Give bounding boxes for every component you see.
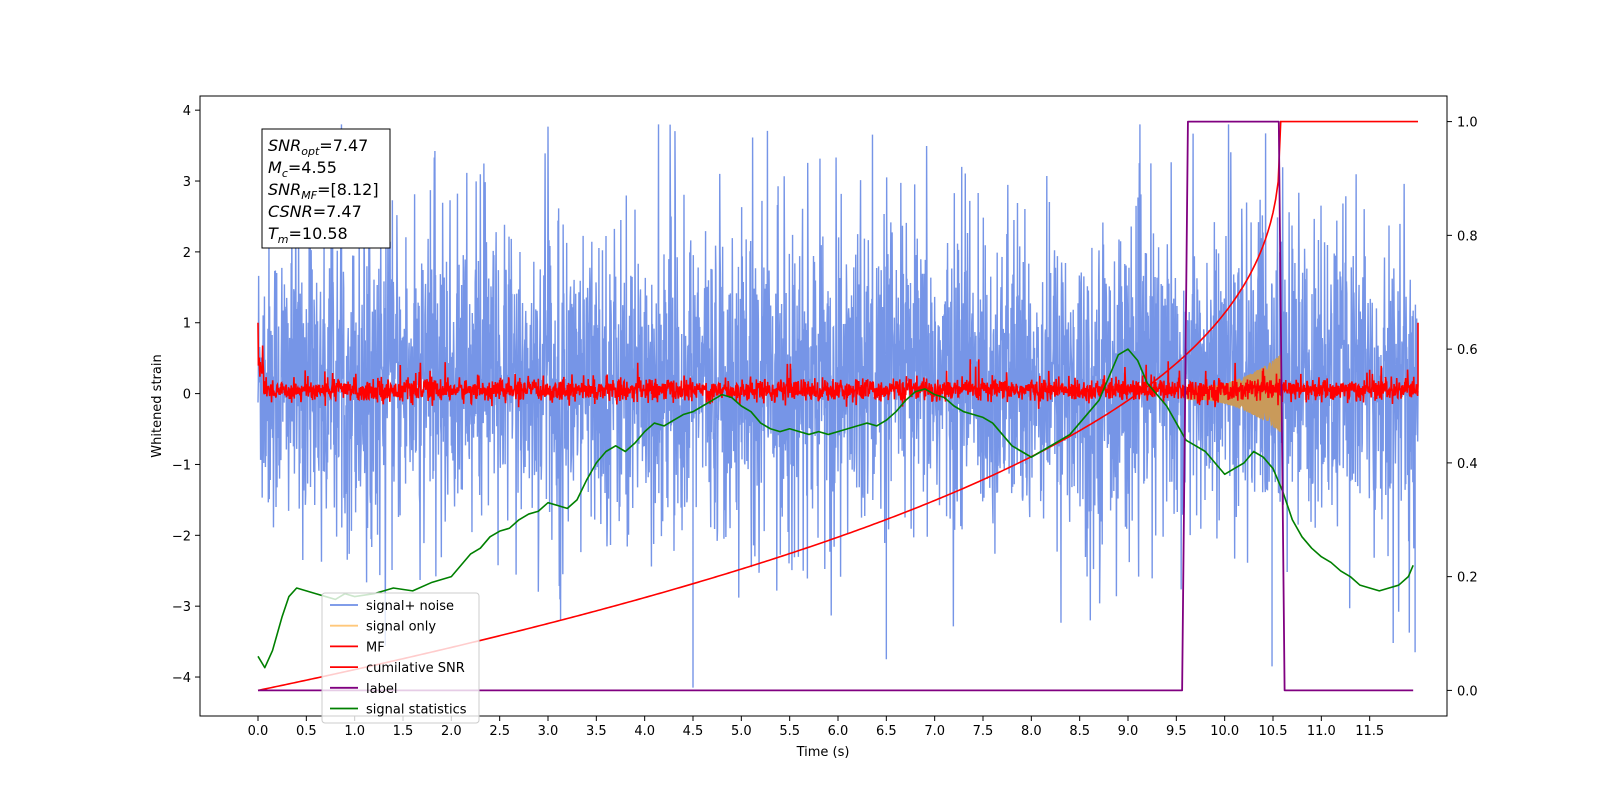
y-axis-left: −4 −3 −2 −1 0 1 2 3 4 — [172, 104, 200, 686]
x-tick-label: 11.0 — [1307, 724, 1336, 739]
x-tick-label: 5.0 — [731, 724, 752, 739]
legend-frame — [321, 592, 480, 724]
y-right-tick-label: 0.2 — [1457, 571, 1478, 586]
series-mf — [257, 322, 1419, 409]
legend-label-cumilative-snr: cumilative SNR — [366, 661, 465, 676]
legend-label-signal-noise: signal+ noise — [366, 599, 454, 614]
y-tick-label: −4 — [172, 671, 191, 686]
x-tick-label: 3.0 — [538, 724, 559, 739]
y-right-tick-label: 0.8 — [1457, 229, 1478, 244]
y-right-tick-label: 1.0 — [1457, 116, 1478, 131]
annotation-frame — [261, 128, 391, 249]
y-right-tick-label: 0.4 — [1457, 457, 1478, 472]
annotation-line: SNRMF=[8.12] — [268, 180, 379, 202]
x-tick-label: 2.0 — [441, 724, 462, 739]
x-tick-label: 8.5 — [1069, 724, 1090, 739]
x-tick-label: 9.5 — [1166, 724, 1187, 739]
annotation-line: Mc=4.55 — [268, 158, 337, 180]
y-tick-label: 4 — [183, 104, 191, 119]
y-tick-label: −2 — [172, 529, 191, 544]
y-right-tick-label: 0.0 — [1457, 684, 1478, 699]
x-tick-label: 7.5 — [973, 724, 994, 739]
plot-frame — [199, 95, 1448, 717]
y-tick-label: 0 — [183, 388, 191, 403]
x-tick-label: 6.5 — [876, 724, 897, 739]
x-axis-label: Time (s) — [796, 745, 850, 760]
x-tick-label: 5.5 — [779, 724, 800, 739]
x-tick-label: 10.5 — [1259, 724, 1288, 739]
series-label — [258, 120, 1414, 692]
legend-label-label: label — [366, 682, 397, 697]
legend-label-signal-statistics: signal statistics — [366, 703, 467, 718]
x-tick-label: 2.5 — [489, 724, 510, 739]
legend-label-signal-only: signal only — [366, 620, 436, 635]
y-tick-label: −3 — [172, 600, 191, 615]
x-tick-label: 0.5 — [296, 724, 317, 739]
legend-label-mf: MF — [366, 640, 385, 655]
y-axis-label: Whitened strain — [150, 354, 165, 457]
annotation-line: Tm=10.58 — [268, 224, 348, 246]
x-tick-label: 9.0 — [1118, 724, 1139, 739]
series-signal-noise — [257, 124, 1419, 688]
y-tick-label: 3 — [183, 175, 191, 190]
x-tick-label: 10.0 — [1210, 724, 1239, 739]
x-tick-label: 3.5 — [586, 724, 607, 739]
y-right-tick-label: 0.6 — [1457, 343, 1478, 358]
x-tick-label: 4.5 — [683, 724, 704, 739]
x-axis: 0.0 0.5 1.0 1.5 2.0 2.5 3.0 3.5 4.0 4.5 5.0 5.5 6.0 6… — [248, 716, 1384, 739]
x-tick-label: 8.0 — [1021, 724, 1042, 739]
y-tick-label: 1 — [183, 317, 191, 332]
x-tick-label: 1.0 — [344, 724, 365, 739]
x-tick-label: 6.0 — [828, 724, 849, 739]
y-tick-label: −1 — [172, 458, 191, 473]
x-tick-label: 1.5 — [393, 724, 414, 739]
x-tick-label: 11.5 — [1355, 724, 1384, 739]
y-axis-right: 0.0 0.2 0.4 0.6 0.8 1.0 — [1447, 116, 1478, 699]
y-tick-label: 2 — [183, 246, 191, 261]
x-tick-label: 0.0 — [248, 724, 269, 739]
x-tick-label: 7.0 — [924, 724, 945, 739]
annotation-line: SNRopt=7.47 — [268, 136, 368, 158]
x-tick-label: 4.0 — [634, 724, 655, 739]
legend: signal+ noise signal only MF cumilative SNR… — [321, 592, 480, 724]
series-signal-statistics — [257, 348, 1414, 669]
annotation-line: CSNR=7.47 — [268, 202, 362, 221]
